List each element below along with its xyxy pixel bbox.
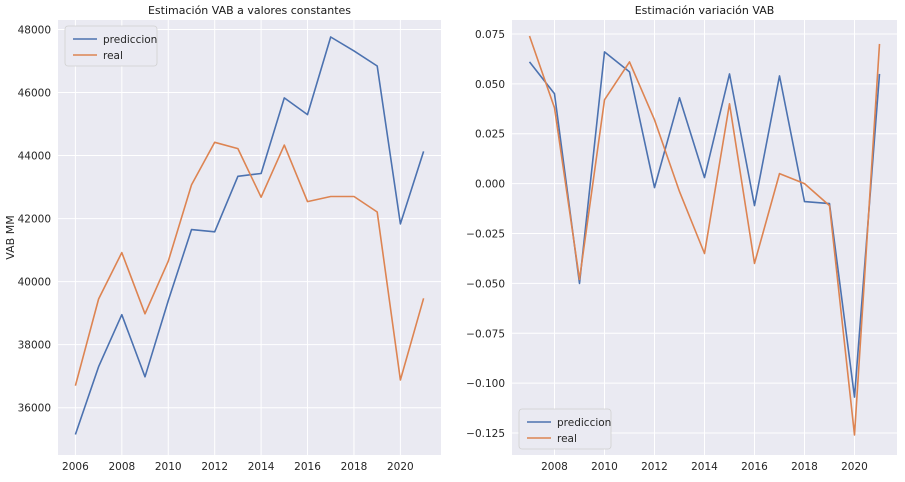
x-tick-label: 2020 [387, 461, 414, 473]
y-tick-labels: 36000 38000 40000 42000 44000 46000 48000 [18, 24, 51, 414]
y-tick-label: 48000 [18, 24, 51, 36]
x-tick-label: 2020 [841, 461, 868, 473]
legend: prediccion real [64, 25, 158, 67]
y-tick-label: 0.000 [475, 179, 505, 191]
y-tick-labels: −0.125 −0.100 −0.075 −0.050 −0.025 0.000 0.025… [466, 29, 505, 440]
y-axis-label: VAB MM [4, 215, 17, 259]
chart-title: Estimación variación VAB [635, 4, 775, 17]
series-line-prediccion [74, 36, 425, 435]
x-tick-label: 2014 [691, 461, 718, 473]
chart-title: Estimación VAB a valores constantes [148, 4, 351, 17]
x-tick-label: 2006 [62, 461, 89, 473]
legend-label-real: real [103, 50, 123, 62]
legend-box [518, 408, 612, 450]
x-tick-label: 2018 [791, 461, 818, 473]
legend: prediccion real [518, 408, 612, 450]
y-tick-label: 38000 [18, 340, 51, 352]
legend-label-real: real [557, 433, 577, 445]
series-group [528, 35, 881, 436]
x-tick-label: 2012 [641, 461, 668, 473]
series-line-prediccion [528, 51, 881, 398]
series-group [74, 36, 425, 435]
y-tick-label: 46000 [18, 88, 51, 100]
y-tick-label: 36000 [18, 403, 51, 415]
x-tick-labels: 2008 2010 2012 2014 2016 2018 2020 [541, 461, 868, 473]
x-tick-label: 2018 [341, 461, 368, 473]
series-line-real [528, 35, 881, 436]
panel-vab-variation: 2008 2010 2012 2014 2016 2018 2020 −0.125 −0.10… [466, 4, 897, 473]
y-tick-label: −0.125 [466, 428, 505, 440]
x-tick-label: 2008 [541, 461, 568, 473]
x-tick-label: 2014 [248, 461, 275, 473]
y-tick-label: 0.050 [475, 79, 505, 91]
x-tick-label: 2010 [591, 461, 618, 473]
x-tick-label: 2010 [155, 461, 182, 473]
legend-label-prediccion: prediccion [103, 34, 157, 46]
x-tick-label: 2008 [108, 461, 135, 473]
y-tick-label: 40000 [18, 277, 51, 289]
x-tick-label: 2012 [201, 461, 228, 473]
y-tick-label: −0.025 [466, 229, 505, 241]
y-tick-label: −0.100 [466, 378, 505, 390]
y-tick-label: 0.075 [475, 29, 505, 41]
legend-label-prediccion: prediccion [557, 417, 611, 429]
x-tick-labels: 2006 2008 2010 2012 2014 2016 2018 2020 [62, 461, 414, 473]
series-line-real [74, 141, 425, 386]
y-tick-label: 0.025 [475, 129, 505, 141]
y-tick-label: 42000 [18, 214, 51, 226]
plot-area [58, 20, 441, 455]
y-tick-label: −0.050 [466, 278, 505, 290]
gridlines [58, 20, 441, 455]
y-tick-label: −0.075 [466, 328, 505, 340]
x-tick-label: 2016 [294, 461, 321, 473]
panel-vab-constant: 2006 2008 2010 2012 2014 2016 2018 2020 36000 38… [4, 4, 441, 473]
legend-box [64, 25, 158, 67]
y-tick-label: 44000 [18, 151, 51, 163]
x-tick-label: 2016 [741, 461, 768, 473]
